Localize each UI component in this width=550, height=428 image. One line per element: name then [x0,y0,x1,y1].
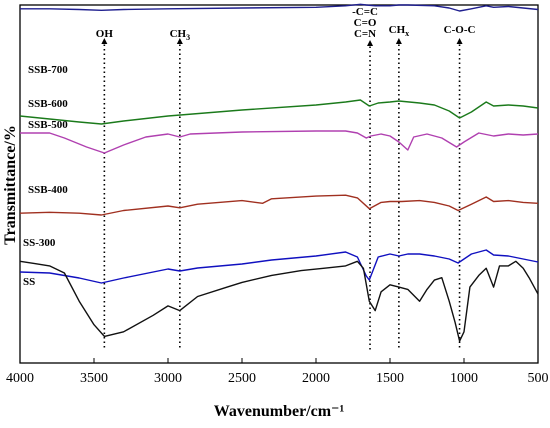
series-label-ssb-500: SSB-500 [28,119,68,131]
band-marker-label: C-O-C [444,24,476,36]
band-marker-arrow [395,38,402,44]
series-line-ss [19,260,539,342]
series-line-ssb-500 [20,130,539,154]
band-marker-label: OH [96,28,114,40]
x-axis-ticks: 4000 3500 3000 2500 2000 1500 1000 500 [6,358,549,386]
x-tick-label: 3000 [154,371,182,386]
band-markers: OH CH3 -C=CC=OC=N CHx C-O-C [96,6,476,350]
band-marker-arrow [176,38,183,44]
series-line-ssb-600 [19,99,539,125]
x-tick-label: 500 [528,371,549,386]
series-label-ssb-600: SSB-600 [28,98,68,110]
x-axis-title: Wavenumber/cm⁻¹ [214,403,345,420]
band-marker-label: -C=C [352,6,378,18]
series-label-ssb-700: SSB-700 [28,64,68,76]
band-marker-label: C=N [354,28,376,40]
band-marker-label: C=O [354,17,377,29]
series-line-ss-300 [19,249,539,284]
x-tick-label: 3500 [80,371,108,386]
x-tick-label: 2500 [228,371,256,386]
x-tick-label: 2000 [302,371,330,386]
x-tick-label: 1000 [450,371,478,386]
x-tick-label: 1500 [376,371,404,386]
band-marker-label: CHx [389,24,410,38]
x-tick-label: 4000 [6,371,34,386]
plot-frame [19,4,539,364]
series-line-ssb-700 [20,3,539,12]
series-label-ssb-400: SSB-400 [28,184,68,196]
series-label-ss: SS [23,276,35,288]
band-marker-arrow [456,38,463,44]
series-lines: SSB-700 SSB-600 SSB-500 SSB-400 SS-300 SS [19,3,539,342]
series-label-ss-300: SS-300 [23,237,56,249]
series-line-ssb-400 [19,194,539,216]
band-marker-label: CH3 [170,28,191,42]
y-axis-title: Transmittance/% [2,125,19,245]
band-marker-arrow [101,38,108,44]
band-marker-arrow [367,40,374,46]
